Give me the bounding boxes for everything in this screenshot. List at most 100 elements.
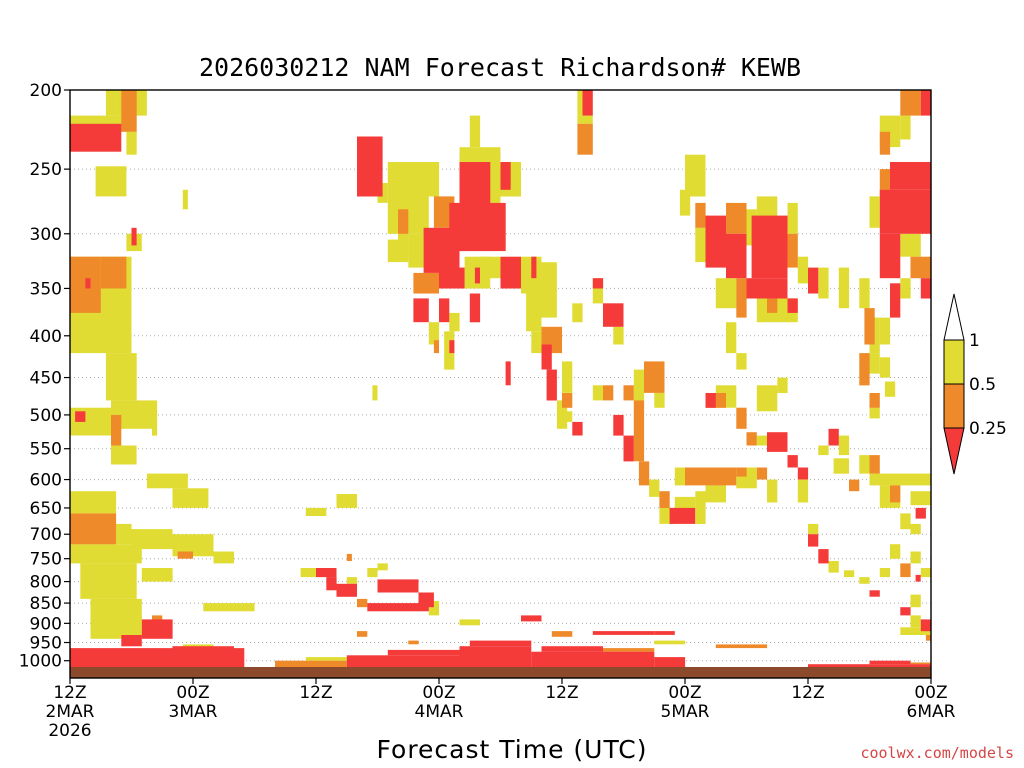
y-tick-label-500: 500 [30,406,62,426]
y-tick-label-700: 700 [30,525,62,545]
y-tick-label-450: 450 [30,369,62,389]
ri-cell-189 [890,485,901,503]
ri-cell-83 [433,340,439,354]
legend-label-1: 1 [969,331,980,351]
ri-cell-100 [582,90,593,116]
ri-cell-23 [172,488,209,508]
ri-cell-150 [787,298,798,313]
ri-cell-64 [408,233,424,268]
x-tick-label-7-0: 00Z [914,683,947,703]
y-tick-label-900: 900 [30,614,62,634]
ri-cell-14 [105,353,137,401]
ri-cell-96 [592,278,604,304]
ri-cell-129 [685,154,706,197]
ri-cell-162 [787,455,798,468]
legend-below-0.25-triangle [943,427,965,475]
ri-cell-27 [70,544,142,564]
ri-cell-102 [577,115,593,124]
x-tick-label-3-0: 00Z [422,683,455,703]
ri-cell-213 [879,169,891,197]
ri-cell-87 [541,344,552,370]
ri-cell-38 [346,553,352,561]
ri-cell-9 [100,256,127,289]
ri-cell-88 [546,369,557,401]
ri-cell-256 [551,631,573,637]
ri-cell-159 [746,432,757,446]
ri-cell-194 [890,544,901,559]
ri-cell-29 [172,534,214,557]
legend-label-0.5: 0.5 [969,375,996,395]
ri-cell-76 [439,298,450,323]
ri-cell-197 [920,568,932,578]
ri-cell-106 [603,385,614,401]
ri-cell-119 [669,507,696,524]
ri-cell-158 [777,377,788,393]
ri-cell-97 [592,278,604,289]
ri-cell-198 [915,574,921,582]
ri-cell-85 [526,288,542,332]
ri-cell-147 [746,278,788,299]
x-axis-label: Forecast Time (UTC) [377,735,648,764]
x-tick-label-4-0: 12Z [545,683,578,703]
ri-cell-243 [603,648,655,652]
ri-cell-98 [613,326,624,345]
ri-cell-116 [649,479,660,497]
ri-cell-151 [726,322,737,354]
y-tick-label-1000: 1000 [19,652,62,672]
ri-cell-25 [70,513,117,545]
ri-cell-185 [869,407,880,419]
ri-cell-13 [85,278,91,289]
ri-cell-133 [695,227,706,263]
ri-cell-126 [736,467,747,477]
ri-cell-7 [182,189,188,210]
y-tick-label-550: 550 [30,440,62,460]
ri-cell-123 [685,467,737,486]
ri-cell-50 [377,563,388,571]
ri-cell-121 [674,496,696,508]
x-tick-label-6-0: 12Z [791,683,824,703]
x-tick-label-3-1: 4MAR [415,702,464,722]
ri-cell-19 [121,407,153,422]
ri-cell-219 [910,256,931,279]
ri-cell-45 [377,579,419,593]
ri-cell-191 [900,513,911,530]
ri-cell-122 [674,467,686,486]
ri-cell-90 [562,393,573,408]
ri-cell-201 [910,594,921,608]
ri-cell-72 [480,256,501,279]
ri-cell-235 [275,660,347,668]
colorbar-legend: 1 0.5 0.25 [943,293,1007,475]
ri-cell-65 [398,221,409,257]
y-tick-label-200: 200 [30,81,62,101]
ri-cell-212 [890,162,931,190]
ri-cell-101 [577,123,593,155]
ri-cell-58 [469,115,481,148]
ri-cell-12 [131,227,137,246]
ri-cell-67 [413,272,439,294]
ri-cell-113 [644,361,665,393]
y-tick-label-950: 950 [30,634,62,654]
y-tick-label-800: 800 [30,573,62,593]
credit-link[interactable]: coolwx.com/models [860,744,1014,762]
ri-cell-63 [423,227,460,273]
ri-cell-180 [859,353,870,386]
ri-cell-107 [623,385,634,401]
ri-cell-35 [203,603,255,612]
ri-cell-55 [398,209,409,234]
ri-cell-172 [833,458,849,474]
ri-cell-95 [603,303,624,327]
ri-cell-28 [131,529,173,550]
ri-cell-124 [705,485,726,503]
x-tick-label-7-1: 6MAR [907,702,956,722]
x-tick-label-5-0: 00Z [668,683,701,703]
ri-cell-32 [80,563,137,599]
ri-cell-99 [577,90,583,116]
ri-cell-240 [469,640,532,647]
ri-cell-109 [613,414,624,436]
ri-cell-20 [152,414,158,436]
ri-cell-171 [838,435,850,456]
ri-cell-108 [633,369,645,401]
ri-cell-71 [500,256,521,289]
